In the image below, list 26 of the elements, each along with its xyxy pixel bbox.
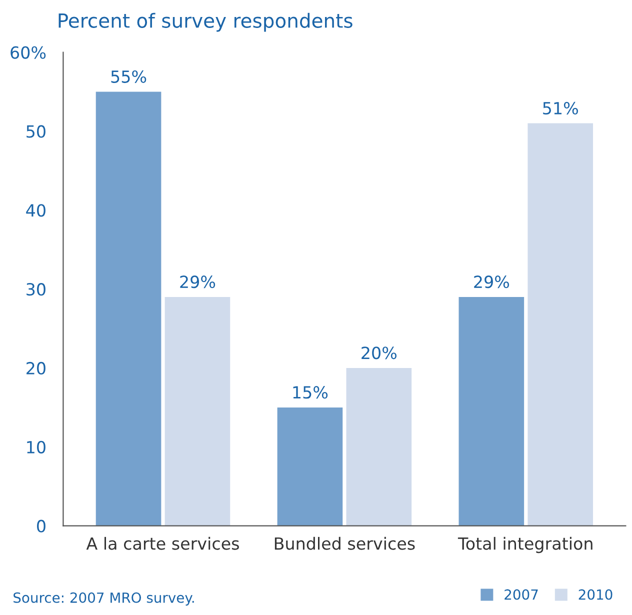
data-label: 15% [293,386,328,399]
y-tick-label: 30 [26,283,46,296]
bar [277,407,343,526]
y-tick-label: 40 [26,204,46,217]
y-tick-label: 0 [37,520,46,532]
data-label: 55% [111,70,146,83]
source-note: Source: 2007 MRO survey. [14,592,194,606]
bar [528,123,594,526]
bar [458,296,524,526]
data-label: 29% [180,276,216,288]
x-tick-label: Bundled services [274,536,415,550]
x-tick-label: Total integration [458,536,592,554]
y-tick-label: 50 [26,125,46,138]
y-tick-label: 60% [10,46,46,59]
bar [346,368,412,526]
y-tick-label: 10 [27,440,46,454]
chart-title: Percent of survey respondents [58,12,352,32]
bar [96,92,162,526]
data-label: 51% [543,102,578,115]
legend-label: 2007 [504,589,538,600]
x-tick-label: A la carte services [86,536,239,550]
bar [164,296,230,526]
y-tick-label: 20 [26,362,46,375]
legend-label: 2010 [578,589,612,600]
data-label: 20% [362,346,397,360]
data-label: 29% [474,276,510,288]
